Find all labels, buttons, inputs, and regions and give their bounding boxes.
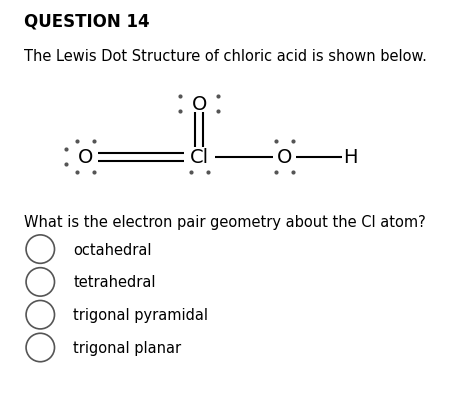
Text: The Lewis Dot Structure of chloric acid is shown below.: The Lewis Dot Structure of chloric acid … <box>24 49 427 64</box>
Text: What is the electron pair geometry about the Cl atom?: What is the electron pair geometry about… <box>24 215 426 230</box>
Text: trigonal pyramidal: trigonal pyramidal <box>73 308 209 322</box>
Text: tetrahedral: tetrahedral <box>73 275 156 290</box>
Text: trigonal planar: trigonal planar <box>73 340 182 355</box>
Text: QUESTION 14: QUESTION 14 <box>24 12 149 30</box>
Text: O: O <box>78 148 93 167</box>
Text: H: H <box>344 148 358 167</box>
Text: octahedral: octahedral <box>73 242 152 257</box>
Text: O: O <box>191 95 207 114</box>
Text: Cl: Cl <box>190 148 209 167</box>
Text: O: O <box>277 148 292 167</box>
